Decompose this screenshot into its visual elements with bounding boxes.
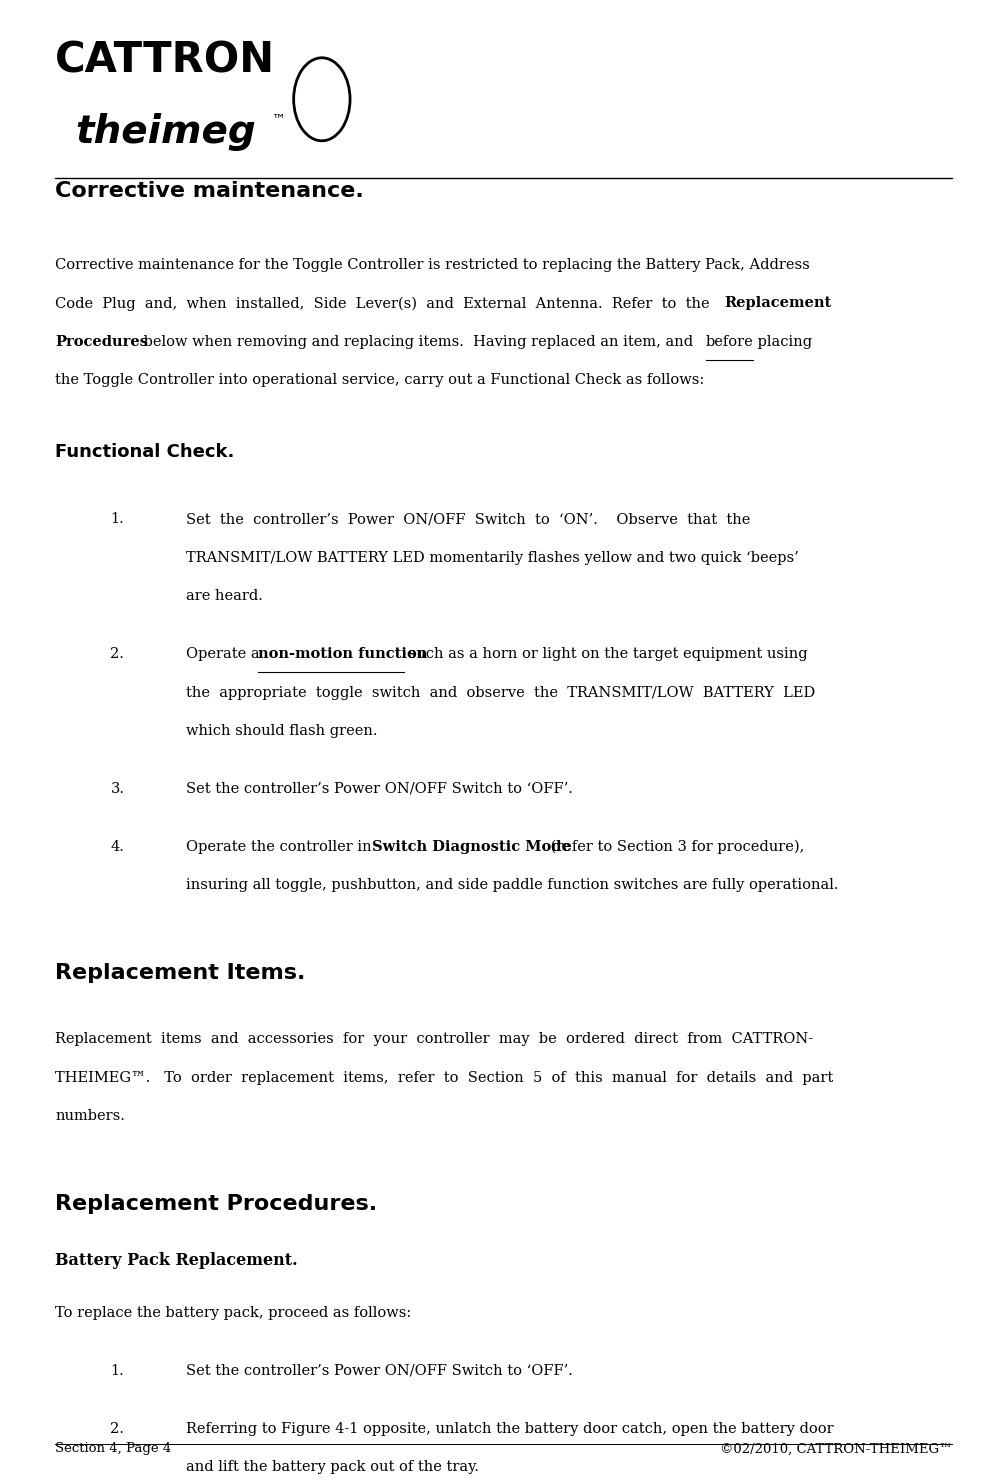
Text: Battery Pack Replacement.: Battery Pack Replacement. — [55, 1252, 298, 1269]
Text: (refer to Section 3 for procedure),: (refer to Section 3 for procedure), — [547, 840, 805, 854]
Text: before: before — [706, 335, 753, 348]
Text: below when removing and replacing items.  Having replaced an item, and: below when removing and replacing items.… — [139, 335, 697, 348]
Text: are heard.: are heard. — [186, 590, 263, 603]
Text: the  appropriate  toggle  switch  and  observe  the  TRANSMIT/LOW  BATTERY  LED: the appropriate toggle switch and observ… — [186, 686, 815, 700]
Text: 4.: 4. — [111, 840, 124, 854]
Text: the Toggle Controller into operational service, carry out a Functional Check as : the Toggle Controller into operational s… — [55, 373, 704, 387]
Text: Corrective maintenance for the Toggle Controller is restricted to replacing the : Corrective maintenance for the Toggle Co… — [55, 258, 810, 271]
Text: Replacement: Replacement — [725, 296, 832, 310]
Text: Section 4, Page 4: Section 4, Page 4 — [55, 1442, 171, 1455]
Text: placing: placing — [753, 335, 812, 348]
Text: non-motion function: non-motion function — [259, 648, 428, 661]
Text: Corrective maintenance.: Corrective maintenance. — [55, 181, 364, 200]
Text: which should flash green.: which should flash green. — [186, 725, 378, 738]
Text: CATTRON: CATTRON — [55, 40, 275, 82]
Text: THEIMEG™.   To  order  replacement  items,  refer  to  Section  5  of  this  man: THEIMEG™. To order replacement items, re… — [55, 1071, 833, 1085]
Text: Replacement Items.: Replacement Items. — [55, 963, 305, 983]
Text: Replacement  items  and  accessories  for  your  controller  may  be  ordered  d: Replacement items and accessories for yo… — [55, 1033, 813, 1046]
Text: Set the controller’s Power ON/OFF Switch to ‘OFF’.: Set the controller’s Power ON/OFF Switch… — [186, 1363, 573, 1378]
Text: Procedures: Procedures — [55, 335, 148, 348]
Text: 1.: 1. — [111, 1363, 124, 1378]
Text: Operate a: Operate a — [186, 648, 264, 661]
Text: Functional Check.: Functional Check. — [55, 443, 235, 461]
Text: Set  the  controller’s  Power  ON/OFF  Switch  to  ‘ON’.    Observe  that  the: Set the controller’s Power ON/OFF Switch… — [186, 513, 750, 526]
Text: Operate the controller in: Operate the controller in — [186, 840, 377, 854]
Text: 1.: 1. — [111, 513, 124, 526]
Text: TRANSMIT/LOW BATTERY LED momentarily flashes yellow and two quick ‘beeps’: TRANSMIT/LOW BATTERY LED momentarily fla… — [186, 551, 799, 565]
Text: Referring to Figure 4-1 opposite, unlatch the battery door catch, open the batte: Referring to Figure 4-1 opposite, unlatc… — [186, 1421, 834, 1436]
Text: 2.: 2. — [111, 648, 124, 661]
Text: such as a horn or light on the target equipment using: such as a horn or light on the target eq… — [405, 648, 808, 661]
Text: Replacement Procedures.: Replacement Procedures. — [55, 1194, 378, 1214]
Text: ™: ™ — [272, 113, 285, 126]
Text: Set the controller’s Power ON/OFF Switch to ‘OFF’.: Set the controller’s Power ON/OFF Switch… — [186, 782, 573, 796]
Text: Code  Plug  and,  when  installed,  Side  Lever(s)  and  External  Antenna.  Ref: Code Plug and, when installed, Side Leve… — [55, 296, 719, 311]
Text: To replace the battery pack, proceed as follows:: To replace the battery pack, proceed as … — [55, 1306, 411, 1320]
Text: numbers.: numbers. — [55, 1110, 125, 1123]
Text: ©02/2010, CATTRON-THEIMEG™: ©02/2010, CATTRON-THEIMEG™ — [720, 1442, 952, 1455]
Text: Switch Diagnostic Mode: Switch Diagnostic Mode — [373, 840, 571, 854]
Text: 3.: 3. — [111, 782, 125, 796]
Text: theimeg: theimeg — [76, 113, 256, 151]
Text: 2.: 2. — [111, 1421, 124, 1436]
Text: insuring all toggle, pushbutton, and side paddle function switches are fully ope: insuring all toggle, pushbutton, and sid… — [186, 879, 839, 892]
Text: and lift the battery pack out of the tray.: and lift the battery pack out of the tra… — [186, 1460, 479, 1475]
